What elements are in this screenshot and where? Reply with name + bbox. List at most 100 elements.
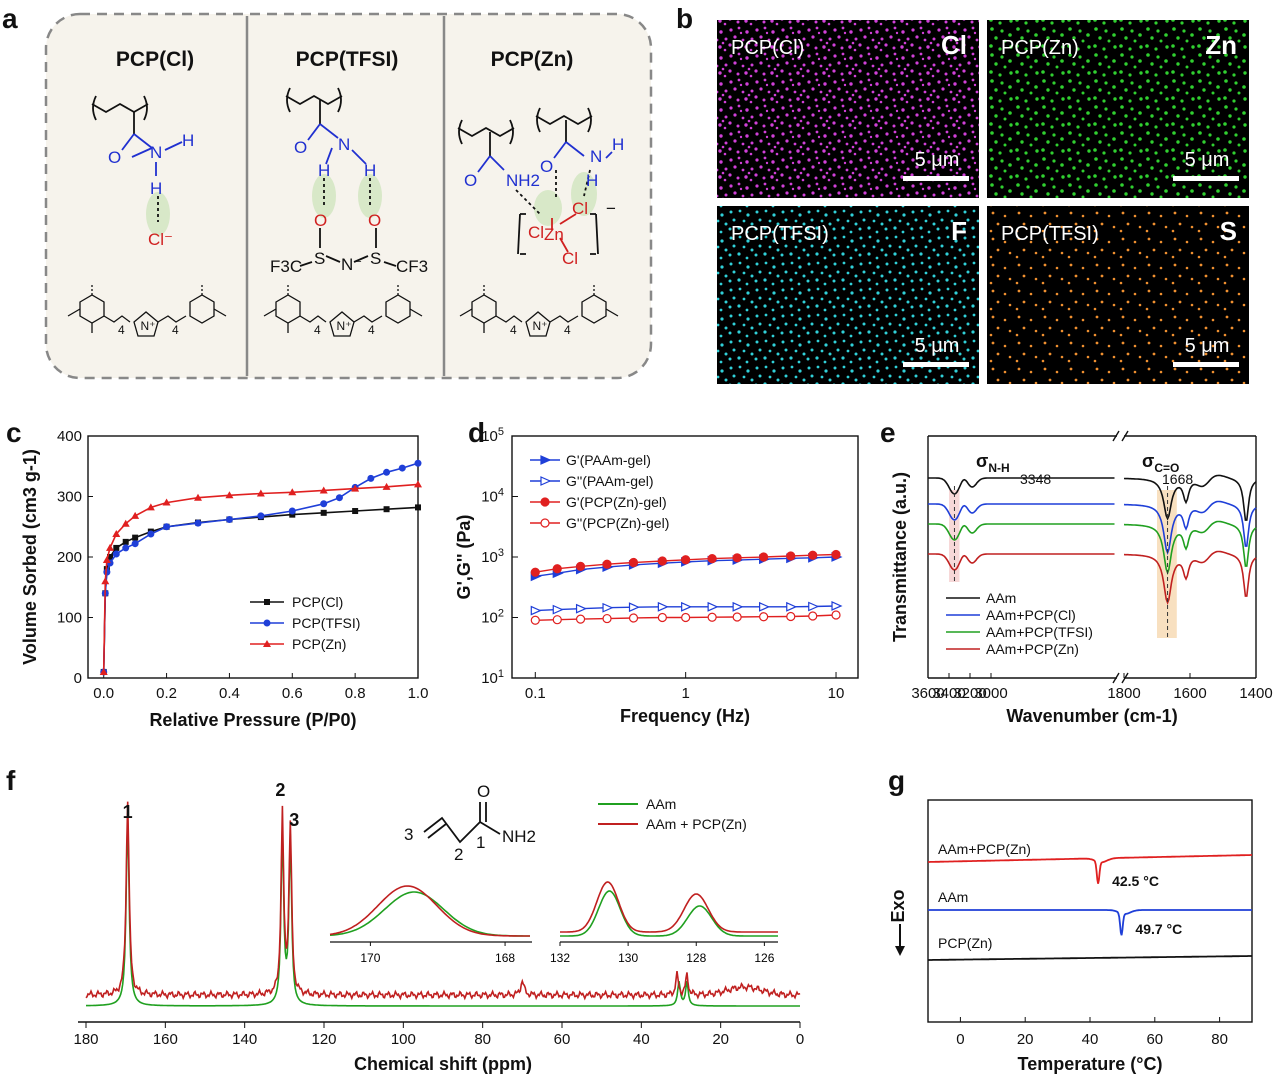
- data-point: [225, 515, 233, 523]
- data-point: [414, 459, 422, 467]
- data-point: [530, 567, 540, 577]
- data-point: [657, 556, 667, 566]
- y-tick-label: 200: [57, 549, 82, 566]
- axis-break-mark: [1121, 672, 1129, 684]
- x-tick-label: 1600: [1173, 685, 1206, 702]
- x-tick-label: 0.2: [156, 685, 177, 702]
- data-point: [257, 512, 265, 520]
- data-point: [288, 488, 297, 496]
- data-point: [256, 489, 265, 497]
- data-point: [146, 503, 155, 511]
- data-point: [707, 612, 717, 622]
- data-point: [147, 530, 155, 538]
- x-tick-label: 1.0: [408, 685, 429, 702]
- eds-map-zn: [987, 20, 1249, 198]
- ftir-spectrum-AAm+PCP(Zn): [928, 553, 1115, 571]
- chain-subscript: 4: [564, 323, 571, 337]
- dsc-curve-PCP(Zn): [928, 955, 1252, 961]
- data-point: [540, 497, 550, 507]
- scale-bar: [1173, 362, 1239, 367]
- y-tick-label: 104: [481, 487, 504, 506]
- data-point: [320, 509, 327, 516]
- ftir-spectrum-AAm+PCP(Zn): [1123, 550, 1257, 605]
- axis-break-mark: [1121, 430, 1129, 442]
- data-point: [808, 601, 820, 612]
- acrylamide-bonds: [423, 802, 481, 844]
- x-axis-label: Relative Pressure (P/P0): [149, 710, 356, 730]
- y-tick-label: 0: [74, 670, 82, 687]
- data-point: [552, 604, 564, 615]
- eds-element-label: Zn: [1205, 30, 1237, 60]
- x-tick-label: 0: [796, 1031, 804, 1048]
- data-point: [398, 464, 406, 472]
- data-point: [681, 612, 691, 623]
- data-point: [602, 602, 614, 613]
- x-tick-label: 3400: [932, 685, 965, 702]
- eds-sample-label: PCP(TFSI): [1001, 223, 1099, 245]
- eds-element-label: Cl: [941, 30, 967, 60]
- data-point: [113, 544, 120, 551]
- data-point: [101, 577, 110, 585]
- data-point: [657, 601, 669, 612]
- data-point: [786, 611, 796, 622]
- x-axis-label: Chemical shift (ppm): [354, 1054, 532, 1074]
- peak-temperature: 49.7 °C: [1135, 921, 1182, 937]
- legend-label: AAm+PCP(Zn): [986, 641, 1079, 657]
- ftir-spectrum-AAm+PCP(TFSI): [1123, 520, 1257, 575]
- data-point: [540, 476, 552, 486]
- x-tick-label: 3200: [953, 685, 986, 702]
- atom-o: O: [477, 782, 490, 801]
- peak-temperature: 42.5 °C: [1112, 873, 1159, 889]
- y-tick-label: 101: [481, 668, 504, 687]
- x-tick-label: 0.8: [345, 685, 366, 702]
- atom-o: O: [108, 148, 121, 167]
- group-cf3: CF3: [396, 257, 428, 276]
- x-tick-label: 1: [681, 685, 689, 702]
- x-axis-label: Wavenumber (cm-1): [1006, 706, 1177, 726]
- data-point: [628, 613, 639, 623]
- curve-label: AAm+PCP(Zn): [938, 841, 1031, 857]
- x-tick-label: 0.1: [525, 685, 546, 702]
- legend-label: G'(PCP(Zn)-gel): [566, 494, 667, 510]
- chart-g-dsc: 0 20 40 60 80 Temperature (°C) Exo AAm+PCP(Zn) 4…: [888, 799, 1253, 1074]
- chain-subscript: 4: [368, 323, 375, 337]
- eds-sample-label: PCP(TFSI): [731, 223, 829, 245]
- data-point: [552, 564, 562, 574]
- data-point: [225, 491, 234, 499]
- chloride-ion: Cl⁻: [148, 230, 173, 249]
- curve-label: PCP(Zn): [938, 935, 992, 951]
- ftir-spectrum-AAm+PCP(Cl): [928, 503, 1115, 521]
- eds-map-s: [987, 206, 1249, 384]
- data-point: [552, 615, 562, 625]
- data-point: [628, 602, 640, 613]
- data-point: [383, 468, 391, 476]
- x-tick-label: 20: [1017, 1031, 1034, 1048]
- atom-h: H: [318, 161, 330, 180]
- atom-zn: Zn: [544, 225, 564, 244]
- carbon-label: 2: [454, 845, 463, 864]
- x-axis-label: Temperature (°C): [1018, 1054, 1163, 1074]
- ftir-spectrum-AAm: [928, 477, 1115, 495]
- atom-n-plus: N⁺: [533, 319, 548, 333]
- plot-frame: [87, 435, 419, 679]
- y-tick-label: 103: [481, 547, 504, 566]
- x-tick-label: 0.6: [282, 685, 303, 702]
- data-point: [162, 498, 171, 506]
- panel-a-title-cl: PCP(Cl): [116, 48, 194, 71]
- panel-letter-f: f: [6, 765, 16, 796]
- ftir-spectrum-AAm+PCP(Cl): [1123, 500, 1257, 555]
- chain-subscript: 4: [314, 323, 321, 337]
- data-point: [575, 561, 586, 571]
- chain-subscript: 4: [172, 323, 179, 337]
- chain-subscript: 4: [118, 323, 125, 337]
- chart-c-adsorption: 0.0 0.2 0.4 0.6 0.8 1.0 0 100 200 300 400 Relative …: [20, 428, 428, 730]
- data-point: [289, 511, 296, 518]
- y-tick-label: 102: [481, 608, 504, 627]
- data-point: [602, 613, 612, 624]
- atom-cl: Cl: [572, 199, 588, 218]
- scale-bar-label: 5 μm: [1185, 149, 1230, 171]
- atom-o: O: [540, 157, 553, 176]
- y-tick-label: 105: [481, 426, 504, 445]
- atom-cl: Cl: [562, 249, 578, 268]
- x-tick-label: 0.4: [219, 685, 240, 702]
